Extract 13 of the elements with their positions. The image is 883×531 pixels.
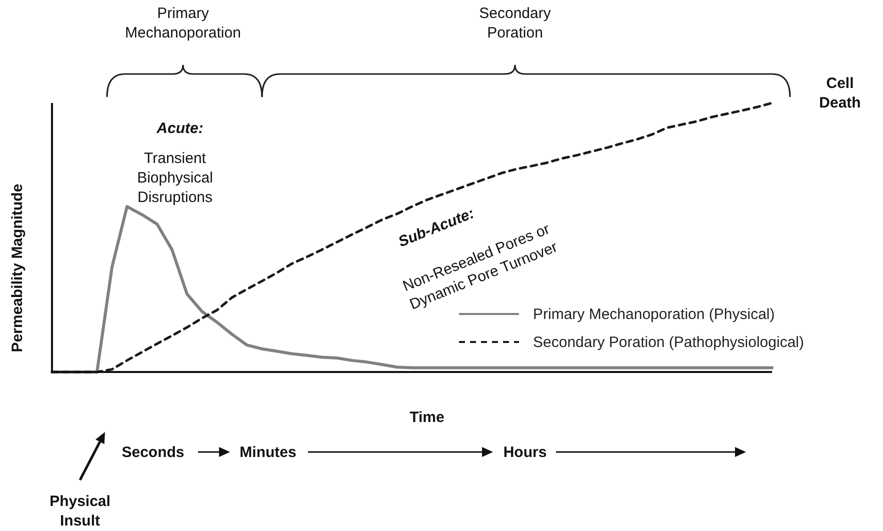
text: Seconds xyxy=(122,444,184,461)
y-axis-title: Permeability Magnitude xyxy=(9,184,26,352)
legend-label: Primary Mechanoporation (Physical) xyxy=(533,306,775,322)
annotation: Transient Biophysical Disruptions xyxy=(137,150,213,206)
text: Secondary Poration xyxy=(479,5,552,42)
legend-label: Secondary Poration (Pathophysiological) xyxy=(533,334,804,350)
x-axis-title: Time xyxy=(410,409,444,426)
text: Hours xyxy=(503,444,547,461)
text: Primary Mechanoporation xyxy=(125,5,241,42)
text: Physical Insult xyxy=(50,493,110,530)
annotation: Acute: xyxy=(156,120,204,137)
text: Minutes xyxy=(240,444,296,461)
text: Cell Death xyxy=(819,75,861,112)
